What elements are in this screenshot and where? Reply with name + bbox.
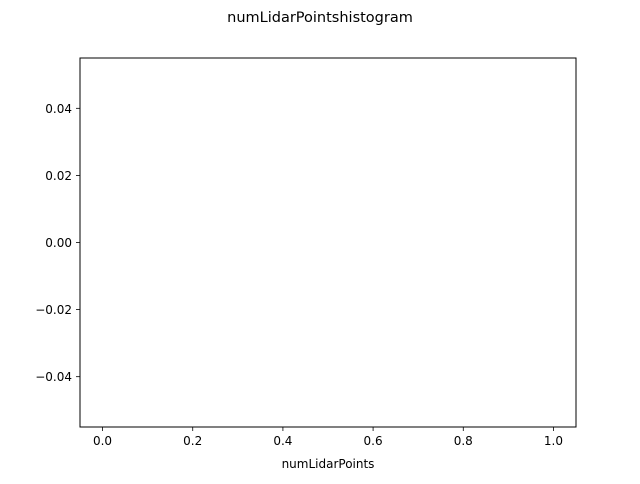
y-tick-label: 0.00 xyxy=(45,236,72,250)
y-tick-label: 0.02 xyxy=(45,169,72,183)
x-tick-label: 0.6 xyxy=(364,434,383,448)
x-tick-label: 0.8 xyxy=(454,434,473,448)
x-tick-label: 1.0 xyxy=(544,434,563,448)
y-tick-label: −0.02 xyxy=(35,303,72,317)
y-tick-label: 0.04 xyxy=(45,102,72,116)
y-axis-ticks: 0.04 0.02 0.00 −0.02 −0.04 xyxy=(35,102,80,384)
chart-title: numLidarPointshistogram xyxy=(227,10,413,26)
x-tick-label: 0.4 xyxy=(273,434,292,448)
x-axis-label: numLidarPoints xyxy=(282,457,375,471)
x-tick-label: 0.2 xyxy=(183,434,202,448)
x-tick-label: 0.0 xyxy=(93,434,112,448)
x-axis-ticks: 0.0 0.2 0.4 0.6 0.8 1.0 xyxy=(93,427,563,448)
y-tick-label: −0.04 xyxy=(35,370,72,384)
